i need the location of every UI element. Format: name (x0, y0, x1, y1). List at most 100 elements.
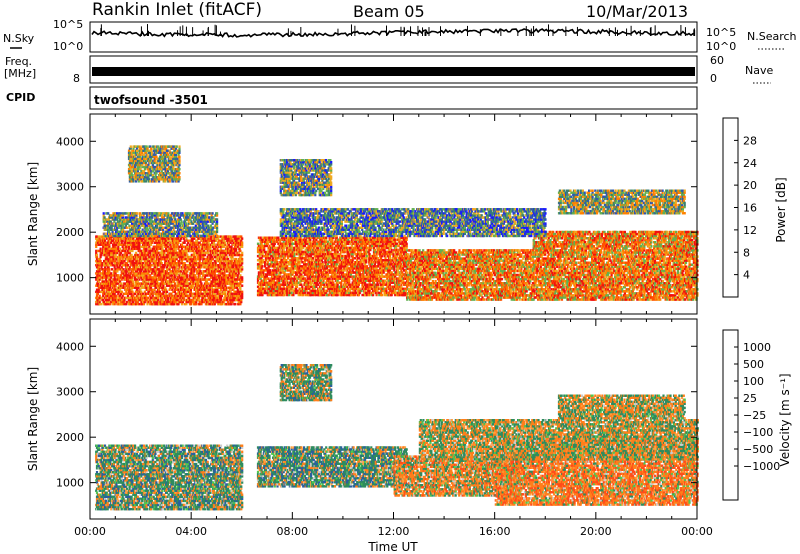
heatmap-cell (165, 289, 167, 291)
freq-tick: 8 (73, 72, 80, 85)
heatmap-cell (276, 261, 278, 263)
cpid-value: twofsound -3501 (94, 93, 208, 107)
heatmap-cell (200, 282, 202, 284)
heatmap-cell (174, 282, 176, 284)
heatmap-cell (138, 285, 140, 287)
heatmap-cell (241, 262, 243, 264)
heatmap-cell (186, 274, 188, 276)
heatmap-cell (224, 291, 226, 293)
heatmap-cell (166, 291, 168, 293)
heatmap-cell (241, 237, 243, 239)
heatmap-cell (241, 242, 243, 244)
heatmap-cell (241, 258, 243, 260)
heatmap-cell (132, 280, 134, 282)
heatmap-cell (288, 294, 290, 296)
heatmap-cell (135, 252, 137, 254)
heatmap-cell (200, 270, 202, 272)
heatmap-cell (198, 246, 200, 248)
heatmap-cell (96, 254, 98, 256)
nsky-label: N.Sky (3, 32, 35, 45)
heatmap-cell (234, 303, 236, 305)
heatmap-cell (179, 240, 181, 242)
heatmap-cell (128, 246, 130, 248)
heatmap-cell (131, 250, 133, 252)
heatmap-cell (322, 261, 324, 263)
heatmap-cell (100, 254, 102, 256)
heatmap-cell (100, 248, 102, 250)
heatmap-cell (161, 246, 163, 248)
noise-tick-top-left: 10^5 (53, 18, 83, 31)
heatmap-cell (143, 303, 145, 305)
heatmap-cell (312, 257, 314, 259)
nave-tick-bottom: 0 (710, 72, 717, 85)
heatmap-cell (209, 246, 211, 248)
heatmap-cell (240, 299, 242, 301)
heatmap-cell (302, 294, 304, 296)
heatmap-cell (278, 280, 280, 282)
heatmap-cell (95, 246, 97, 248)
heatmap-cell (117, 274, 119, 276)
heatmap-cell (241, 254, 243, 256)
beam-label: Beam 05 (353, 2, 425, 21)
noise-tick-top-right: 10^5 (706, 26, 736, 39)
heatmap-cell (300, 284, 302, 286)
heatmap-cell (109, 303, 111, 305)
freq-trace (92, 67, 695, 76)
heatmap-cell (185, 303, 187, 305)
heatmap-cell (292, 294, 294, 296)
freq-label-line2: [MHz] (4, 67, 36, 80)
heatmap-cell (241, 276, 243, 278)
heatmap-cell (239, 274, 241, 276)
nave-tick-top: 60 (710, 54, 724, 67)
heatmap-cell (215, 274, 217, 276)
heatmap-cell (322, 280, 324, 282)
heatmap-cell (221, 303, 223, 305)
heatmap-cell (208, 282, 210, 284)
cpid-label: CPID (6, 91, 35, 104)
heatmap-cell (241, 246, 243, 248)
noise-panel-frame (90, 22, 697, 52)
heatmap-cell (296, 286, 298, 288)
power-heatmap (95, 145, 699, 305)
heatmap-cell (147, 280, 149, 282)
heatmap-cell (120, 282, 122, 284)
heatmap-cell (146, 303, 148, 305)
heatmap-cell (184, 240, 186, 242)
heatmap-cell (241, 291, 243, 293)
heatmap-cell (204, 254, 206, 256)
heatmap-cell (146, 246, 148, 248)
heatmap-cell (231, 303, 233, 305)
heatmap-cell (181, 303, 183, 305)
heatmap-cell (257, 243, 259, 245)
heatmap-cell (200, 303, 202, 305)
heatmap-cell (108, 268, 110, 270)
heatmap-cell (119, 248, 121, 250)
heatmap-cell (125, 303, 127, 305)
heatmap-cell (214, 303, 216, 305)
heatmap-cell (131, 276, 133, 278)
heatmap-cell (221, 295, 223, 297)
heatmap-cell (276, 271, 278, 273)
heatmap-cell (173, 303, 175, 305)
heatmap-cell (123, 299, 125, 301)
heatmap-cell (261, 265, 263, 267)
heatmap-cell (284, 294, 286, 296)
heatmap-cell (195, 303, 197, 305)
heatmap-cell (114, 303, 116, 305)
heatmap-cell (241, 285, 243, 287)
heatmap-cell (241, 280, 243, 282)
heatmap-cell (261, 294, 263, 296)
heatmap-cell (149, 248, 151, 250)
noise-trace (92, 24, 695, 37)
heatmap-cell (185, 237, 187, 239)
noise-tick-bottom-right: 10^0 (706, 40, 736, 53)
heatmap-cell (241, 266, 243, 268)
heatmap-cell (239, 303, 241, 305)
heatmap-cell (226, 256, 228, 258)
heatmap-cell (241, 295, 243, 297)
nsearch-label: N.Search (747, 30, 797, 43)
heatmap-cell (269, 269, 271, 271)
heatmap-cell (200, 258, 202, 260)
heatmap-cell (268, 277, 270, 279)
